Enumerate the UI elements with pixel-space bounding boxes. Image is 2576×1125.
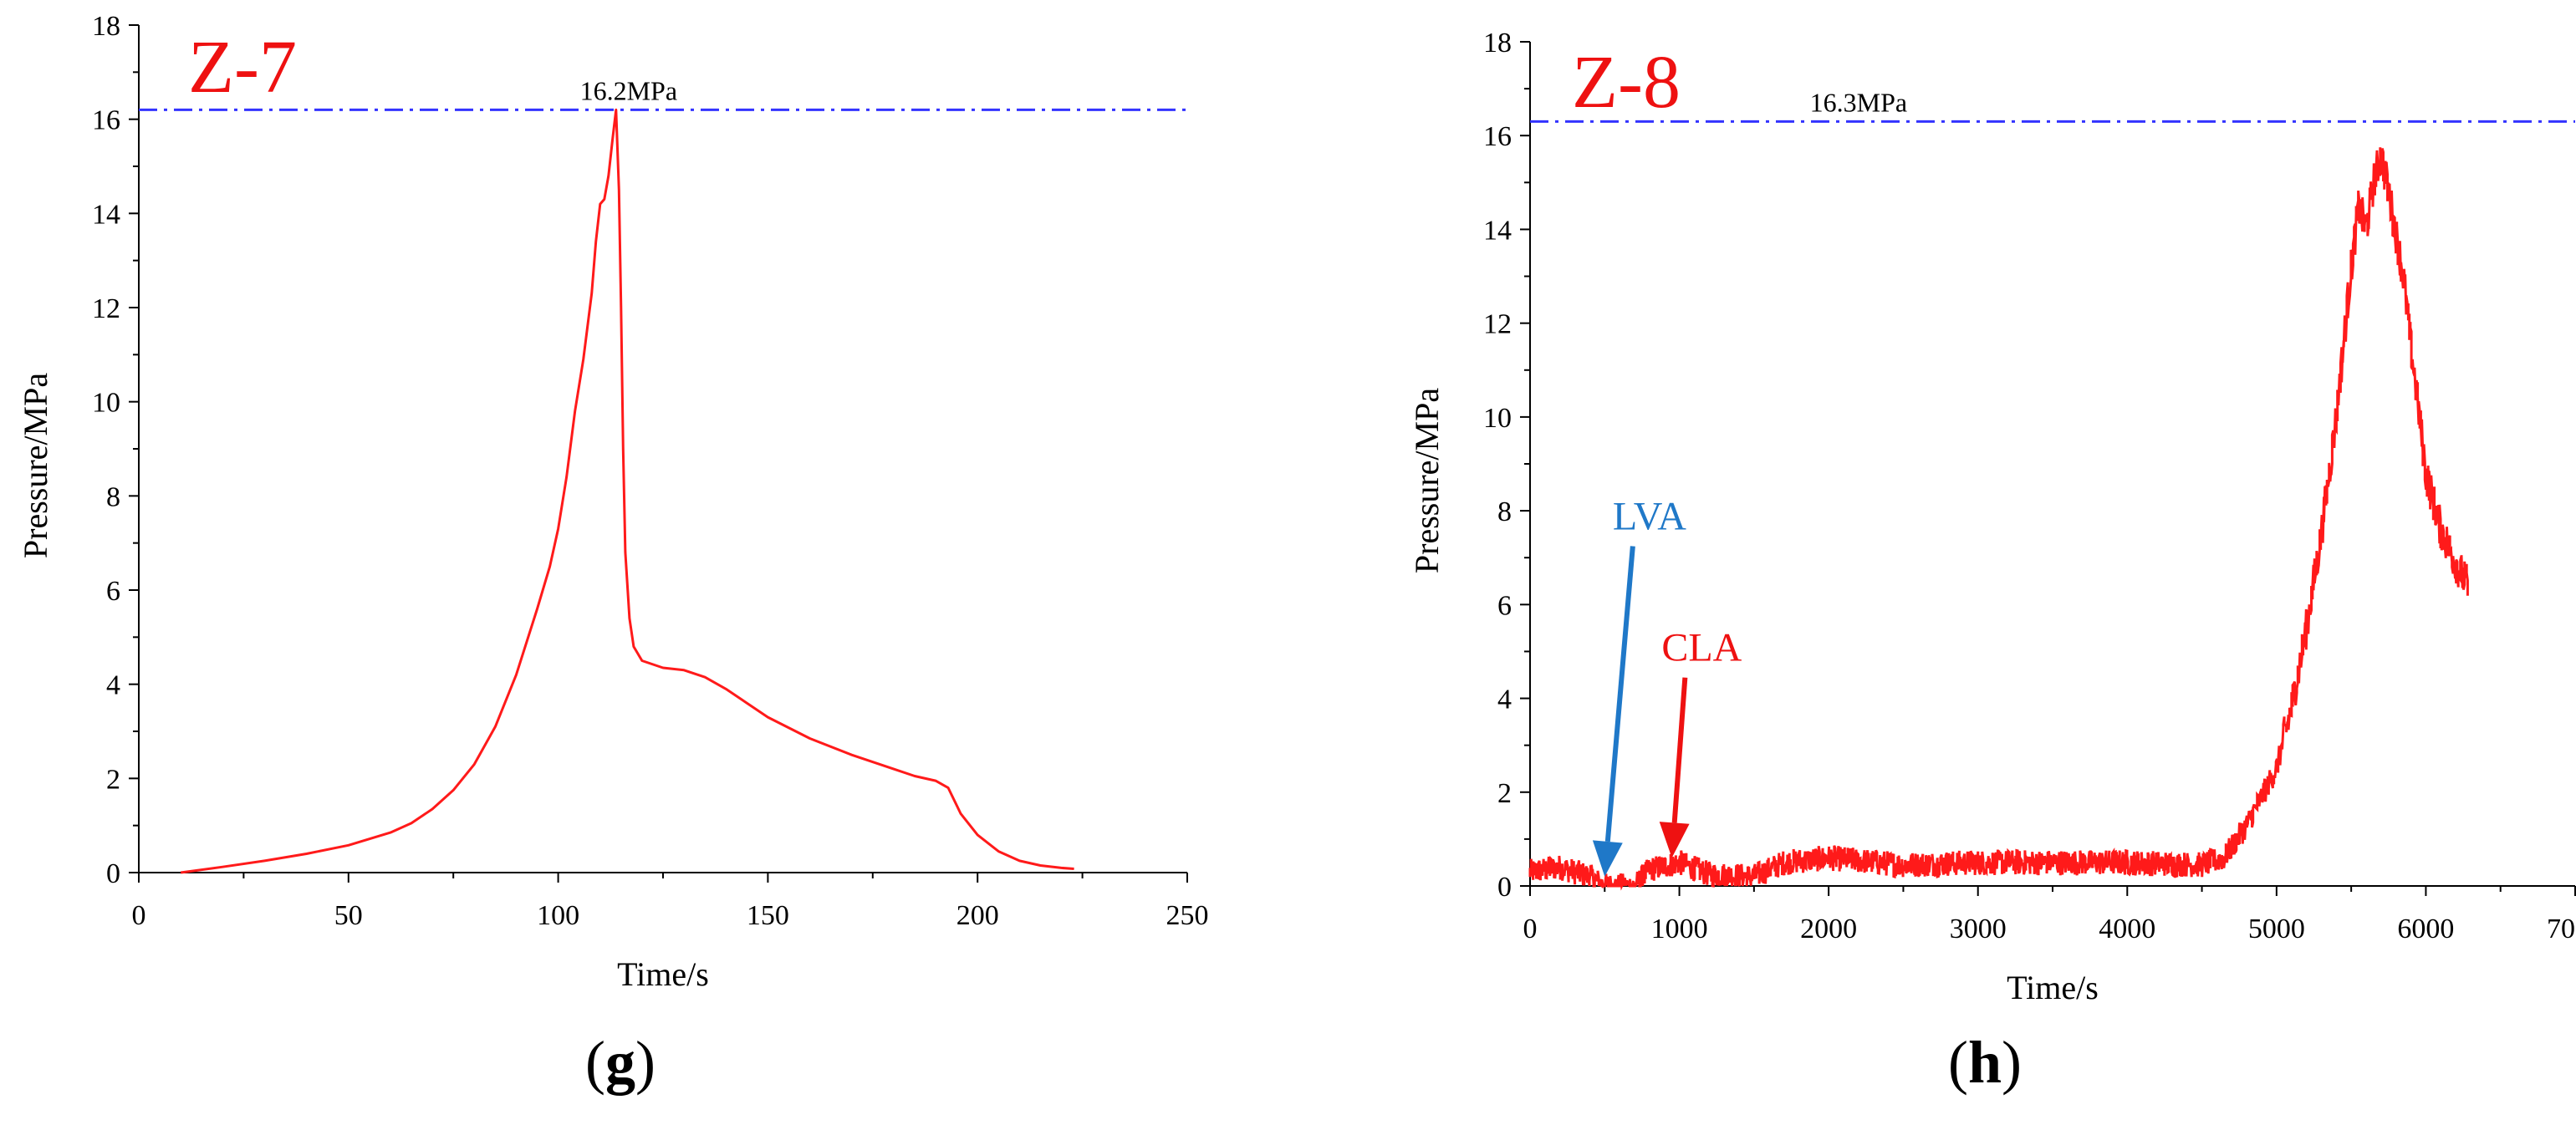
chart-h-y-tick-label: 18 (1483, 28, 1512, 59)
chart-h-y-tick-label: 12 (1483, 309, 1512, 340)
caption-g: (g) (585, 1028, 655, 1097)
chart-h-y-tick-label: 16 (1483, 121, 1512, 152)
chart-g-y-tick-label: 6 (106, 576, 120, 607)
caption-h-close: ) (2002, 1029, 2023, 1096)
chart-g-y-tick-label: 18 (92, 11, 120, 42)
chart-g-y-tick-label: 10 (92, 388, 120, 419)
chart-h-x-label: Time/s (2007, 969, 2099, 1006)
chart-h-title: Z-8 (1572, 41, 1681, 124)
chart-h-x-tick-label: 5000 (2248, 914, 2305, 944)
chart-g-series-0-line (180, 108, 1074, 874)
chart-h-y-tick-label: 10 (1483, 403, 1512, 434)
chart-h-x-tick-label: 0 (1523, 914, 1538, 944)
chart-h-x-tick-label: 3000 (1950, 914, 2007, 944)
chart-g-x-tick-label: 200 (956, 900, 999, 931)
chart-h-annotation-lva-arrow-shaft (1604, 546, 1635, 842)
chart-h-y-tick-label: 0 (1497, 872, 1512, 903)
chart-h-x-tick-label: 7000 (2547, 914, 2576, 944)
chart-h-series-0-line (1528, 147, 2469, 891)
chart-g-y-tick-label: 16 (92, 105, 120, 136)
chart-h-y-tick-label: 14 (1483, 215, 1512, 246)
chart-g-x-tick-label: 150 (747, 900, 789, 931)
caption-h-open: ( (1948, 1029, 1968, 1096)
chart-h-x-tick-label: 4000 (2099, 914, 2155, 944)
caption-g-close: ) (635, 1029, 655, 1096)
caption-h: (h) (1948, 1028, 2022, 1097)
chart-h-annotation-cla-arrow-shaft (1671, 677, 1688, 823)
chart-h-y-tick-label: 8 (1497, 496, 1512, 527)
chart-g-y-tick-label: 12 (92, 293, 120, 324)
chart-h-x-tick-label: 1000 (1651, 914, 1708, 944)
chart-g-title: Z-7 (188, 26, 297, 109)
chart-g-x-tick-label: 250 (1166, 900, 1209, 931)
chart-g-y-tick-label: 8 (106, 481, 120, 512)
chart-g-y-tick-label: 2 (106, 764, 120, 795)
caption-g-letter: g (604, 1029, 635, 1096)
chart-g-y-label: Pressure/MPa (17, 373, 54, 558)
chart-h-annotation-cla-label: CLA (1661, 626, 1742, 670)
chart-g-x-tick-label: 100 (537, 900, 579, 931)
chart-g-y-tick-label: 14 (92, 199, 120, 230)
chart-g-y-tick-label: 0 (106, 858, 120, 889)
chart-h-annotation-lva-arrow-head (1592, 840, 1623, 877)
chart-h-x-tick-label: 6000 (2397, 914, 2454, 944)
chart-g-reference-label: 16.2MPa (580, 75, 677, 105)
chart-h-y-tick-label: 4 (1497, 685, 1512, 715)
chart-g-x-tick-label: 50 (334, 900, 363, 931)
chart-h-y-label: Pressure/MPa (1408, 388, 1446, 573)
chart-g-y-tick-label: 4 (106, 670, 120, 701)
chart-h-reference-label: 16.3MPa (1810, 87, 1907, 117)
chart-g-x-tick-label: 0 (132, 900, 146, 931)
chart-h-x-tick-label: 2000 (1800, 914, 1857, 944)
caption-h-letter: h (1967, 1029, 2002, 1096)
chart-h-y-tick-label: 6 (1497, 590, 1512, 621)
chart-h-annotation-cla-arrow-head (1659, 822, 1690, 858)
chart-h-annotation-lva-label: LVA (1613, 495, 1686, 539)
chart-g-x-label: Time/s (617, 955, 709, 993)
chart-h-y-tick-label: 2 (1497, 778, 1512, 809)
caption-g-open: ( (585, 1029, 605, 1096)
